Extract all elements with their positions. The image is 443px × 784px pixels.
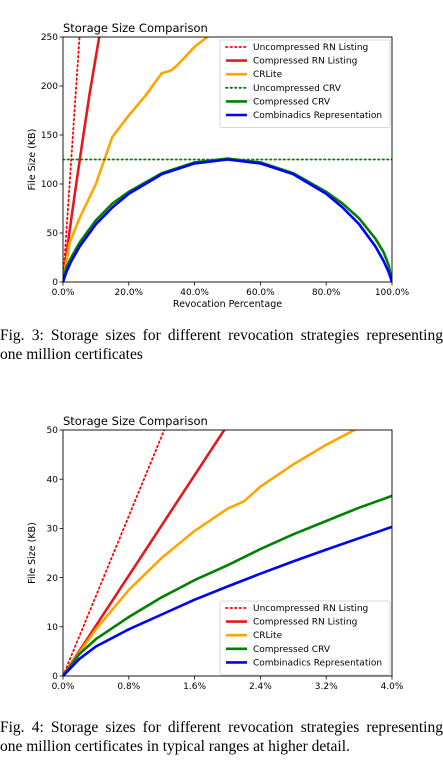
legend-label-1: Compressed RN Listing [253,618,357,628]
x-tick-label-1: 0.8% [117,682,140,690]
series-line-5 [63,158,392,282]
series-line-1 [63,37,101,282]
y-axis-label: File Size (KB) [27,522,38,584]
series-line-3 [63,494,392,676]
y-tick-label-4: 200 [41,82,58,92]
x-tick-label-1: 20.0% [115,288,144,298]
figure-storage-full-range: Storage Size Comparison 0.0% 20.0% 40.0% 60.… [0,0,443,310]
chart-storage-detail-range: Storage Size Comparison 0.0% 0.8% 1.6% 2.4% 3… [27,414,404,704]
y-axis-label: File Size (KB) [27,129,38,191]
x-tick-label-5: 100.0% [375,288,410,298]
legend-label-4: Combinadics Representation [253,658,382,668]
x-tick-label-2: 40.0% [180,288,209,298]
legend-frame [219,600,391,676]
y-tick-label-3: 30 [47,525,59,535]
series-group [63,430,392,676]
legend-label-5: Combinadics Representation [253,111,382,121]
y-tick-label-3: 150 [41,131,58,141]
y-tick-label-4: 40 [47,475,59,485]
x-axis-label: Revocation Percentage [173,299,282,310]
y-tick-label-2: 20 [47,574,59,584]
x-tick-label-4: 3.2% [315,682,338,690]
x-tick-label-0: 0.0% [52,682,75,690]
figure-storage-detail-range: Storage Size Comparison 0.0% 0.8% 1.6% 2.4% 3… [0,400,443,704]
plot-frame [62,36,393,283]
series-line-0 [63,430,166,676]
series-line-1 [63,430,226,676]
legend-label-2: CRLite [253,631,283,641]
legend-frame [219,39,391,128]
legend-label-3: Uncompressed CRV [253,84,342,94]
legend-label-0: Uncompressed RN Listing [253,43,368,53]
series-line-0 [63,37,81,282]
y-tick-label-1: 10 [47,623,59,633]
legend-label-1: Compressed RN Listing [253,57,357,67]
chart-storage-full-range: Storage Size Comparison 0.0% 20.0% 40.0% 60.… [27,21,410,310]
x-tick-label-0: 0.0% [52,288,75,298]
chart-title: Storage Size Comparison [63,21,208,35]
legend-label-4: Compressed CRV [253,97,331,107]
x-tick-label-2: 1.6% [183,682,206,690]
legend-label-3: Compressed CRV [253,645,331,655]
chart-legend: Uncompressed RN Listing Compressed RN Lis… [219,600,391,676]
series-line-4 [63,157,392,282]
figure-3-caption: Fig. 3: Storage sizes for different revo… [0,327,443,363]
series-line-4 [63,525,392,676]
plot-frame [62,429,393,677]
y-tick-label-0: 0 [52,278,58,288]
y-tick-label-1: 50 [47,229,59,239]
x-tick-label-4: 80.0% [312,288,341,298]
y-tick-label-2: 100 [41,180,58,190]
y-tick-label-5: 50 [47,426,59,436]
series-line-2 [63,37,210,282]
legend-label-0: Uncompressed RN Listing [253,604,368,614]
figure-4-caption: Fig. 4: Storage sizes for different revo… [0,719,443,755]
y-tick-label-0: 0 [52,672,58,682]
y-tick-label-5: 250 [41,33,58,43]
x-tick-label-3: 2.4% [249,682,272,690]
legend-label-2: CRLite [253,70,283,80]
series-line-2 [63,430,358,676]
x-tick-label-5: 4.0% [381,682,404,690]
series-group [63,37,392,282]
chart-legend: Uncompressed RN Listing Compressed RN Lis… [219,39,391,128]
x-tick-label-3: 60.0% [246,288,275,298]
chart-title: Storage Size Comparison [63,414,208,428]
